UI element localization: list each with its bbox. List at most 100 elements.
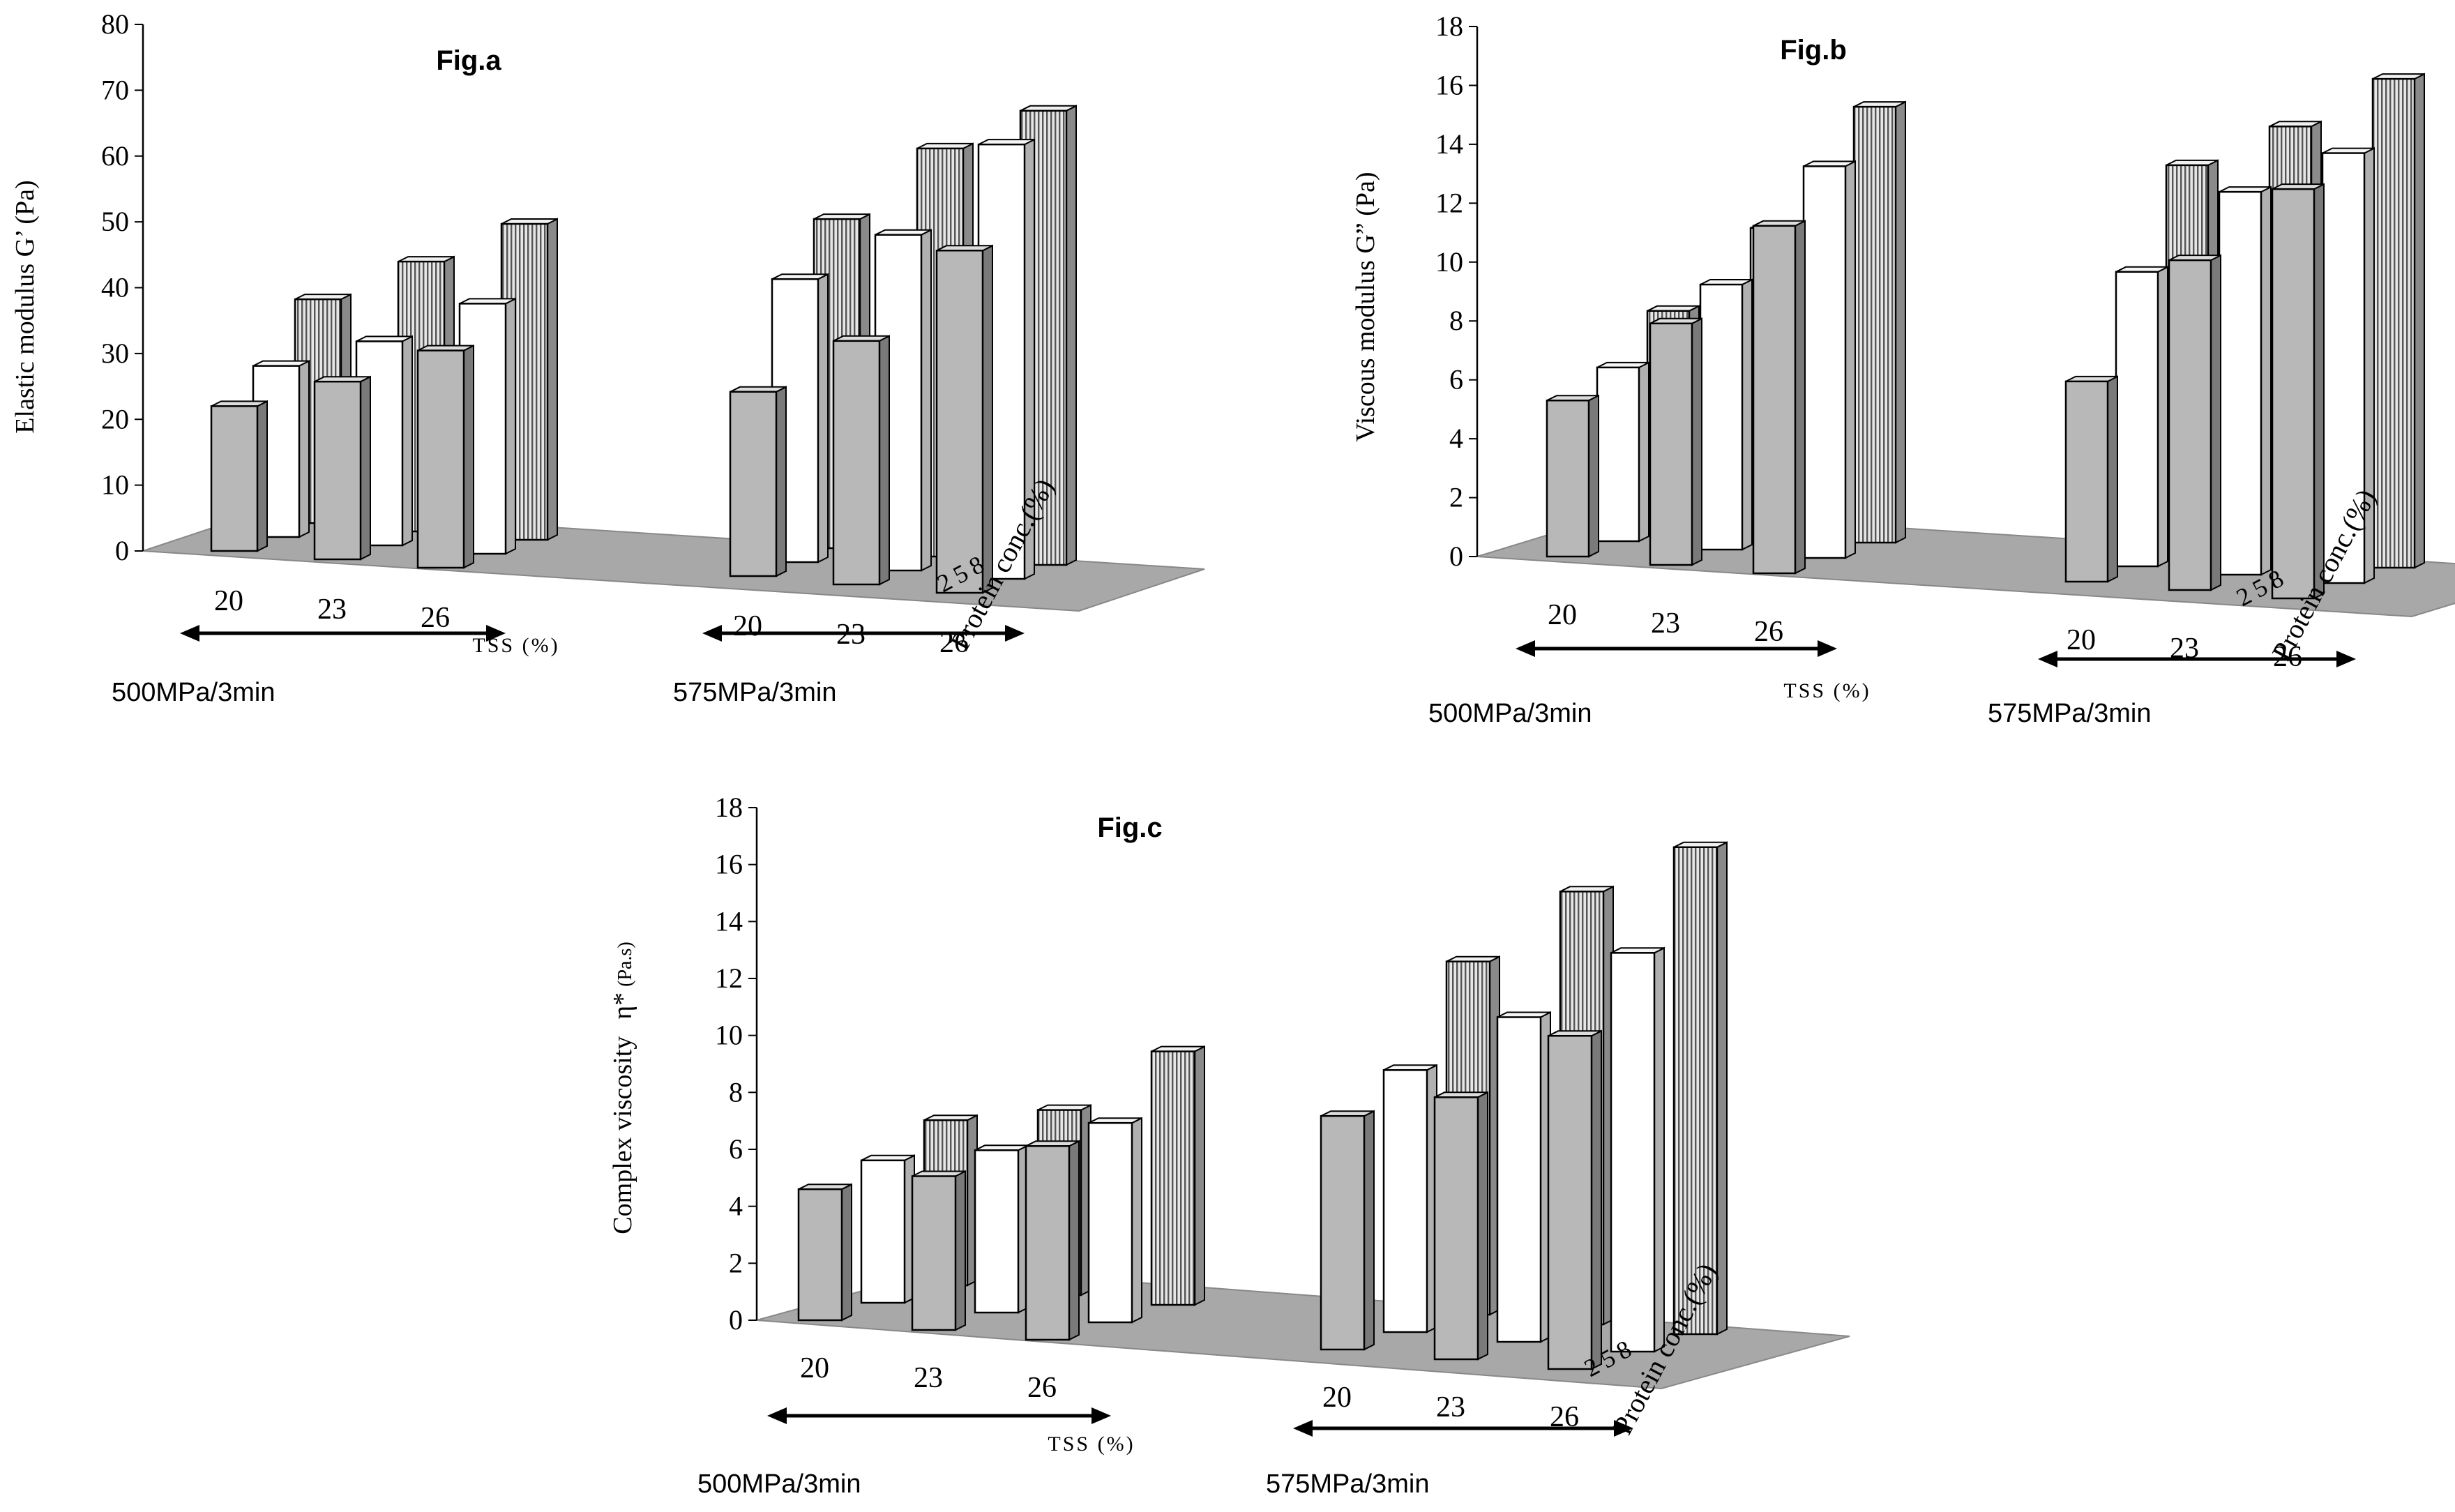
x-tick-label: 26 (1754, 616, 1783, 648)
y-tick-label: 16 (1435, 69, 1463, 100)
bar-side (2210, 254, 2221, 591)
y-axis-label-text: Elastic modulus G’ (Pa) (10, 180, 40, 433)
bar-side (1638, 361, 1649, 543)
bar-front (1150, 1050, 1196, 1306)
y-tick-label: 0 (1449, 540, 1463, 572)
y-tick-label: 2 (729, 1247, 743, 1278)
y-tick-label: 14 (1435, 128, 1463, 160)
bar-2-2 (1025, 1140, 1080, 1341)
y-tick-label: 20 (101, 403, 129, 434)
group-arrow-575-head-right (1614, 1420, 1633, 1437)
bar-side (1591, 1029, 1602, 1370)
bar-5-2 (1087, 1117, 1142, 1324)
y-axis-label: Elastic modulus G’ (Pa) (10, 180, 40, 433)
bar-side (299, 359, 310, 538)
bar-5-3 (2115, 266, 2168, 568)
bar-side (1845, 160, 1856, 559)
bar-front (2115, 271, 2159, 568)
bar-side (1066, 105, 1077, 566)
y-tick-label: 6 (1449, 364, 1463, 395)
x-tick-label: 20 (2067, 624, 2096, 656)
bar-front (729, 391, 778, 577)
bar-front (2218, 190, 2263, 576)
bar-front (1752, 225, 1797, 575)
bar-5-4 (2218, 186, 2272, 576)
bar-side (1477, 1091, 1488, 1361)
y-tick-label: 12 (1435, 187, 1463, 218)
group-arrow-500-head-left (180, 625, 199, 642)
bar-8-5 (2371, 73, 2425, 569)
bar-2-1 (911, 1170, 966, 1331)
x-tick-label: 26 (1027, 1372, 1057, 1404)
bar-front (1699, 283, 1744, 551)
group-arrow-500-head-left (1516, 640, 1535, 657)
bar-2-4 (832, 335, 890, 586)
y-tick-label: 0 (729, 1304, 743, 1336)
bar-5-0 (1596, 361, 1649, 543)
bar-2-0 (797, 1183, 852, 1322)
bar-front (2371, 77, 2416, 569)
bar-side (547, 218, 558, 541)
bar-side (1654, 946, 1665, 1353)
y-tick-label: 30 (101, 338, 129, 369)
bar-front (935, 250, 984, 594)
bar-front (1547, 1035, 1593, 1370)
x-tick-label: 26 (2273, 641, 2302, 673)
group-arrow-575-head-left (1293, 1420, 1313, 1437)
bar-side (2260, 186, 2272, 576)
y-tick-label: 4 (1449, 423, 1463, 454)
bar-5-3 (1382, 1064, 1437, 1333)
bar-side (360, 375, 371, 561)
bar-side (879, 335, 890, 586)
bar-5-5 (2321, 146, 2375, 584)
x-tick-label: 20 (800, 1352, 829, 1384)
bar-side (1588, 394, 1599, 558)
bar-2-5 (935, 244, 993, 594)
bar-2-3 (1320, 1110, 1375, 1351)
y-tick-label: 16 (715, 849, 743, 880)
y-axis-label: Complex viscosity η* (Pa.s) (608, 942, 637, 1234)
x-tick-label: 20 (1548, 599, 1577, 631)
y-tick-label: 4 (729, 1190, 743, 1222)
bar-side (1131, 1117, 1142, 1324)
bar-side (2414, 73, 2425, 569)
bar-front (1802, 165, 1847, 559)
y-tick-label: 0 (115, 535, 129, 566)
x-tick-label: 20 (1322, 1382, 1352, 1414)
bar-2-5 (2271, 183, 2325, 600)
y-axis-label-text: Viscous modulus G” (Pa) (1351, 172, 1380, 441)
bar-8-2 (1150, 1045, 1205, 1306)
bar-front (1496, 1016, 1542, 1343)
bar-2-2 (416, 344, 474, 569)
bar-side (2107, 375, 2118, 583)
bar-side (257, 400, 268, 552)
bar-front (797, 1188, 843, 1322)
y-axis-label-unit: (Pa.s) (614, 942, 636, 987)
bar-side (1068, 1140, 1080, 1341)
bar-side (955, 1170, 966, 1331)
x-tick-label: 23 (1651, 607, 1680, 640)
bar-5-5 (1610, 946, 1665, 1353)
y-axis-label-symbol: η* (608, 992, 637, 1020)
group-label: 500MPa/3min (697, 1469, 861, 1499)
y-tick-label: 40 (101, 272, 129, 303)
group-arrow-575-head-left (702, 625, 722, 642)
bar-side (1895, 100, 1906, 544)
bar-2-3 (2064, 375, 2118, 583)
y-tick-label: 2 (1449, 482, 1463, 513)
group-arrow-575-head-left (2038, 651, 2057, 667)
chart-title: Fig.b (1780, 35, 1847, 66)
x-tick-label: 26 (421, 602, 450, 634)
bar-5-2 (1802, 160, 1856, 559)
y-tick-label: 10 (101, 469, 129, 501)
group-label: 575MPa/3min (1988, 699, 2151, 728)
bar-5-0 (252, 359, 310, 538)
bar-2-4 (2168, 254, 2221, 591)
group-arrow-500-head-right (486, 625, 506, 642)
bar-front (974, 1149, 1020, 1314)
bar-side (1691, 317, 1702, 566)
